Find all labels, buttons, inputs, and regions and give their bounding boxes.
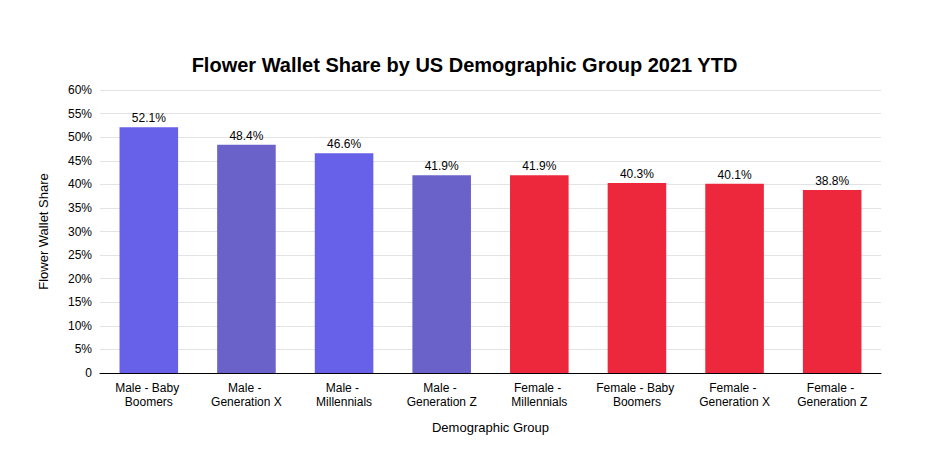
svg-text:Generation Z: Generation Z xyxy=(797,395,867,409)
svg-text:Boomers: Boomers xyxy=(613,395,661,409)
svg-text:Female -: Female - xyxy=(514,381,565,395)
svg-text:Boomers: Boomers xyxy=(125,395,173,409)
svg-text:Generation Z: Generation Z xyxy=(407,395,477,409)
svg-text:Generation X: Generation X xyxy=(699,395,770,409)
svg-text:10%: 10% xyxy=(68,319,92,333)
svg-text:38.8%: 38.8% xyxy=(815,174,849,188)
svg-text:45%: 45% xyxy=(68,154,92,168)
svg-text:40%: 40% xyxy=(68,177,92,191)
svg-text:55%: 55% xyxy=(68,107,92,121)
svg-text:30%: 30% xyxy=(68,225,92,239)
svg-text:Female -: Female - xyxy=(807,381,858,395)
svg-text:Male - Baby: Male - Baby xyxy=(115,381,182,395)
svg-text:52.1%: 52.1% xyxy=(132,111,166,125)
svg-text:Millennials: Millennials xyxy=(316,395,372,409)
svg-text:Female -: Female - xyxy=(709,381,760,395)
svg-text:25%: 25% xyxy=(68,248,92,262)
svg-text:48.4%: 48.4% xyxy=(229,129,263,143)
svg-text:5%: 5% xyxy=(75,342,93,356)
svg-text:Male -: Male - xyxy=(326,381,363,395)
svg-text:40.1%: 40.1% xyxy=(718,168,752,182)
svg-text:Millennials: Millennials xyxy=(511,395,567,409)
svg-text:50%: 50% xyxy=(68,130,92,144)
svg-text:Flower Wallet Share by US Demo: Flower Wallet Share by US Demographic Gr… xyxy=(192,54,738,76)
svg-text:Male -: Male - xyxy=(423,381,460,395)
svg-text:0: 0 xyxy=(85,366,92,380)
svg-text:46.6%: 46.6% xyxy=(327,137,361,151)
svg-text:Demographic Group: Demographic Group xyxy=(432,420,549,435)
svg-text:60%: 60% xyxy=(68,83,92,97)
svg-text:Generation X: Generation X xyxy=(211,395,282,409)
svg-text:41.9%: 41.9% xyxy=(425,159,459,173)
svg-text:20%: 20% xyxy=(68,272,92,286)
svg-text:40.3%: 40.3% xyxy=(620,167,654,181)
svg-text:Female - Baby: Female - Baby xyxy=(596,381,677,395)
svg-text:Flower Wallet Share: Flower Wallet Share xyxy=(36,173,51,290)
svg-text:41.9%: 41.9% xyxy=(522,159,556,173)
svg-text:Male -: Male - xyxy=(228,381,265,395)
svg-text:35%: 35% xyxy=(68,201,92,215)
svg-text:15%: 15% xyxy=(68,295,92,309)
